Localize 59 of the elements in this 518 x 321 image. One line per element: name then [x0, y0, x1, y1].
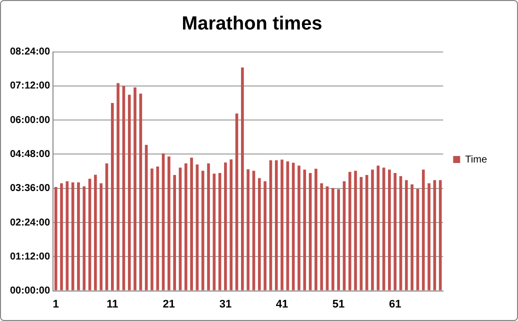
- chart-title: Marathon times: [182, 14, 322, 35]
- bar: [264, 181, 266, 290]
- bar: [184, 163, 188, 290]
- bar: [100, 183, 102, 290]
- y-tick-label: 01:12:00: [10, 251, 50, 262]
- bar: [82, 186, 86, 290]
- bar: [224, 162, 227, 290]
- bar: [354, 170, 357, 290]
- bar: [230, 159, 233, 290]
- y-tick-label: 02:24:00: [10, 217, 50, 228]
- x-tick-label: 51: [332, 298, 345, 310]
- x-tick-label: 41: [276, 298, 288, 310]
- bar: [371, 170, 374, 290]
- x-tick-label: 31: [219, 298, 232, 310]
- y-tick-label: 07:12:00: [10, 80, 50, 92]
- bar: [314, 168, 318, 290]
- bar: [320, 183, 324, 290]
- y-tick-label: 04:48:00: [10, 148, 50, 160]
- x-tick-label: 1: [52, 298, 59, 310]
- x-tick-label: 21: [162, 298, 176, 310]
- bar: [298, 166, 300, 290]
- bar: [422, 170, 425, 290]
- bar: [241, 67, 244, 290]
- bar: [274, 160, 278, 290]
- bar: [173, 175, 176, 290]
- bar: [388, 170, 391, 290]
- x-tick-label: 61: [388, 298, 402, 310]
- bar: [246, 169, 250, 290]
- bar: [207, 163, 210, 290]
- bar: [410, 184, 414, 290]
- bar: [156, 166, 160, 290]
- bar: [128, 94, 131, 290]
- bar: [134, 87, 136, 290]
- bar: [258, 178, 261, 290]
- bar: [94, 174, 97, 290]
- bar: [110, 103, 114, 290]
- bar: [394, 173, 397, 290]
- bar: [303, 170, 306, 290]
- y-tick-label: 06:00:00: [10, 114, 50, 126]
- bar: [280, 160, 284, 290]
- bar: [337, 189, 340, 290]
- bar: [428, 183, 430, 290]
- bar: [54, 186, 58, 290]
- bar: [60, 183, 63, 290]
- bar: [168, 156, 170, 290]
- bar: [116, 83, 120, 290]
- bar: [376, 166, 380, 290]
- y-tick-label: 00:00:00: [10, 286, 50, 297]
- bar: [404, 180, 408, 290]
- y-tick-label: 03:36:00: [10, 183, 50, 194]
- y-tick-label: 08:24:00: [10, 46, 50, 58]
- x-tick-label: 11: [106, 298, 118, 310]
- bar: [348, 172, 352, 290]
- bar: [150, 168, 154, 290]
- legend-label: Time: [465, 154, 488, 166]
- bar: [331, 188, 334, 290]
- bar: [190, 158, 193, 290]
- bar: [77, 182, 80, 290]
- bar: [201, 170, 204, 290]
